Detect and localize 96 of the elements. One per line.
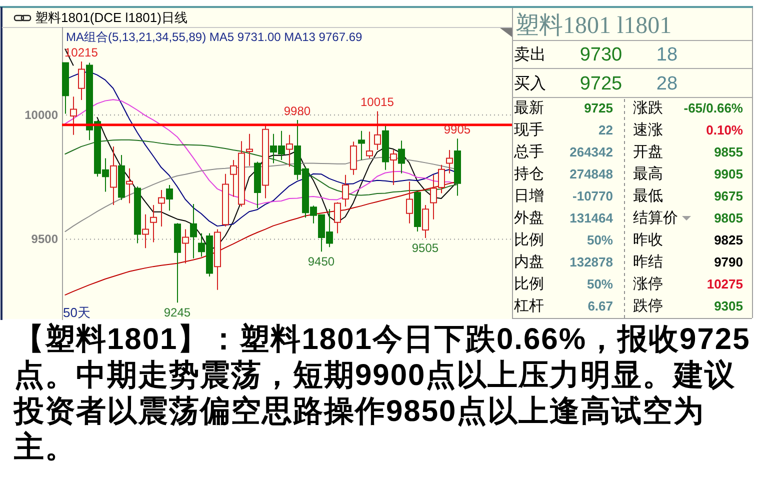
- text: 日增: [514, 188, 544, 204]
- text: 9805: [714, 210, 743, 226]
- candlestick: [182, 228, 189, 264]
- text: 持仓: [514, 166, 544, 182]
- candlestick: [454, 138, 461, 196]
- candlestick: [358, 130, 365, 160]
- annotation: 9980: [284, 104, 311, 118]
- text: 50%: [586, 276, 614, 292]
- text: 10275: [706, 276, 743, 292]
- text: 132878: [570, 254, 613, 270]
- candlestick: [78, 61, 85, 101]
- text: 现手: [514, 122, 544, 138]
- candlestick: [214, 228, 221, 290]
- candlestick: [382, 124, 389, 170]
- candlestick: [342, 174, 349, 208]
- candlestick: [174, 222, 181, 304]
- candlestick: [262, 124, 269, 199]
- annotation: 50天: [63, 305, 90, 320]
- text: -10770: [572, 188, 613, 204]
- candlestick: [190, 203, 197, 259]
- text: 9855: [714, 144, 743, 160]
- text: 9305: [714, 298, 743, 314]
- text: 买入: [514, 74, 546, 92]
- text: 9905: [714, 166, 743, 182]
- chart-subtitle: MA组合(5,13,21,34,55,89) MA5 9731.00 MA13 9767.69: [66, 30, 363, 44]
- y-tick-label: 10000: [24, 108, 58, 122]
- text: 9725: [584, 100, 613, 116]
- candlestick: [398, 140, 405, 174]
- candlestick: [422, 204, 429, 238]
- line-series: [64, 139, 458, 196]
- text: 最新: [514, 100, 544, 116]
- text: 杠杆: [513, 298, 544, 314]
- text: 卖出: [514, 46, 546, 64]
- candlestick: [334, 202, 341, 234]
- candlestick: [246, 133, 253, 166]
- text: 结算价: [633, 210, 678, 226]
- candlestick: [414, 191, 421, 232]
- candlestick: [110, 146, 117, 206]
- candlestick: [62, 62, 69, 114]
- text: 50%: [586, 232, 614, 248]
- annotation: 9450: [308, 254, 335, 269]
- annotation: 10015: [360, 95, 394, 110]
- text: 涨跌: [633, 100, 663, 116]
- text: 外盘: [514, 210, 544, 226]
- candlestick: [118, 154, 125, 200]
- candlestick: [286, 134, 293, 168]
- text: 涨停: [633, 276, 663, 292]
- text: 9725: [580, 74, 622, 94]
- candlestick: [142, 214, 149, 249]
- candlestick: [134, 186, 141, 244]
- text: 9730: [580, 44, 622, 66]
- text: 131464: [570, 210, 614, 226]
- text: 塑料1801 l1801: [515, 12, 672, 39]
- text: 0.10%: [706, 122, 744, 138]
- candlestick: [406, 181, 413, 224]
- candlestick: [430, 174, 437, 220]
- candlestick: [446, 150, 453, 174]
- candlestick: [166, 184, 173, 212]
- text: 6.67: [588, 298, 613, 314]
- candlestick: [366, 131, 373, 159]
- candlestick: [126, 168, 133, 204]
- candlestick: [390, 150, 397, 186]
- text: 18: [656, 44, 678, 66]
- annotation: 9245: [164, 306, 191, 320]
- text: 9675: [714, 188, 743, 204]
- text: 昨收: [633, 232, 663, 248]
- text: 速涨: [633, 122, 663, 138]
- text: 274848: [570, 166, 613, 182]
- annotation: 9905: [444, 122, 471, 137]
- candlestick: [350, 141, 357, 176]
- text: 内盘: [514, 254, 544, 270]
- candlestick: [150, 204, 157, 243]
- text: 28: [656, 74, 678, 94]
- candlestick: [222, 173, 229, 228]
- text: 比例: [514, 232, 544, 248]
- annotation: 9505: [412, 240, 439, 255]
- text: 跌停: [633, 298, 663, 314]
- chart-title: 塑料1801(DCE l1801)日线: [35, 10, 188, 25]
- text: 总手: [513, 144, 544, 160]
- candlestick: [70, 96, 77, 136]
- annotation: 【塑料1801】：塑料1801今日下跌0.66%，报收9725点。中期走势震荡，短期9900点以上压力明显。建议投资者以震荡偏空思路操作9850点以上逢高试空为主。: [14, 323, 750, 464]
- text: 9790: [714, 254, 743, 270]
- candlestick: [438, 164, 445, 194]
- y-tick-label: 9500: [31, 232, 58, 246]
- text: 昨结: [633, 254, 663, 270]
- text: -65/0.66%: [684, 100, 744, 116]
- text: 最高: [633, 166, 663, 182]
- text: 开盘: [633, 144, 663, 160]
- text: 最低: [633, 188, 663, 204]
- text: 9825: [714, 232, 743, 248]
- text: 264342: [570, 144, 613, 160]
- text: 比例: [514, 276, 544, 292]
- candlestick: [254, 161, 261, 209]
- candlestick: [374, 110, 381, 151]
- text: 22: [598, 122, 613, 138]
- candlestick: [158, 190, 165, 228]
